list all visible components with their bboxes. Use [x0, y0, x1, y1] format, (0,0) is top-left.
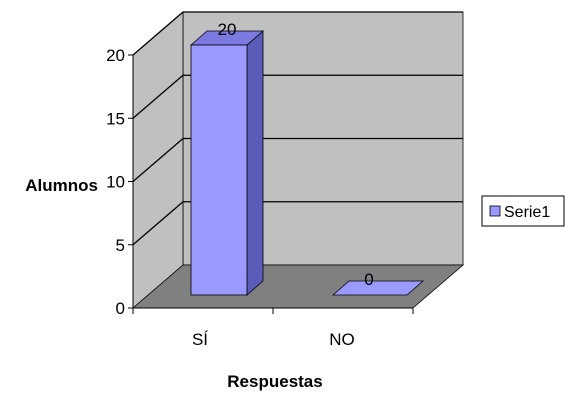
- y-tick-label: 15: [106, 109, 125, 128]
- y-axis-title: Alumnos: [25, 176, 98, 195]
- bar-no: 0: [331, 270, 425, 296]
- legend-label-serie1: Serie1: [504, 204, 550, 221]
- x-tick-label: SÍ: [192, 330, 208, 349]
- data-label: 20: [218, 20, 237, 39]
- y-tick-label: 10: [106, 173, 125, 192]
- bar-front: [190, 44, 248, 296]
- bar-flat: [331, 280, 425, 296]
- x-axis-ticks: SÍ NO: [132, 308, 414, 349]
- legend-swatch-serie1: [489, 205, 501, 217]
- y-tick-label: 20: [106, 46, 125, 65]
- data-label: 0: [364, 270, 373, 289]
- gridline-side: [132, 74, 184, 119]
- gridline-side: [132, 138, 184, 182]
- bars: 20 0: [189, 20, 425, 296]
- y-axis-ticks: 0 5 10 15 20: [106, 46, 133, 318]
- bar-si: 20: [189, 20, 265, 296]
- gridline-side: [132, 201, 184, 246]
- x-tick-label: NO: [329, 330, 355, 349]
- y-tick-label: 5: [116, 236, 125, 255]
- bar-side: [246, 30, 264, 296]
- x-axis-title: Respuestas: [227, 372, 322, 391]
- gridline-side: [132, 11, 184, 56]
- y-tick-label: 0: [116, 299, 125, 318]
- legend: Serie1: [481, 195, 565, 227]
